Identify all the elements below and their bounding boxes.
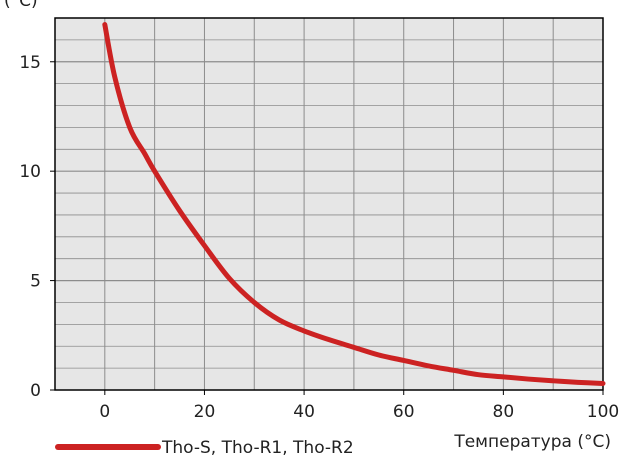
y-tick-label: 15 xyxy=(19,53,41,73)
plot-area xyxy=(55,18,603,390)
y-tick-label: 5 xyxy=(30,272,41,292)
x-tick-label: 0 xyxy=(99,402,110,422)
y-axis-title: (°C) xyxy=(4,0,38,11)
x-tick-label: 40 xyxy=(293,402,315,422)
series-layer xyxy=(102,22,606,386)
plot-frame xyxy=(54,17,604,391)
axis-ticks: 0 20 40 60 80 100 0 5 10 15 xyxy=(19,53,619,422)
x-tick-label: 80 xyxy=(493,402,515,422)
x-tick-label: 100 xyxy=(587,402,619,422)
legend-label: Tho-S, Tho-R1, Tho-R2 xyxy=(161,438,354,458)
y-tick-label: 10 xyxy=(19,162,41,182)
series-line xyxy=(102,22,606,386)
x-axis-title: Температура (°C) xyxy=(453,432,611,452)
x-tick-label: 20 xyxy=(194,402,216,422)
x-tick-label: 60 xyxy=(393,402,415,422)
major-grid xyxy=(55,18,603,390)
y-tick-label: 0 xyxy=(30,381,41,401)
